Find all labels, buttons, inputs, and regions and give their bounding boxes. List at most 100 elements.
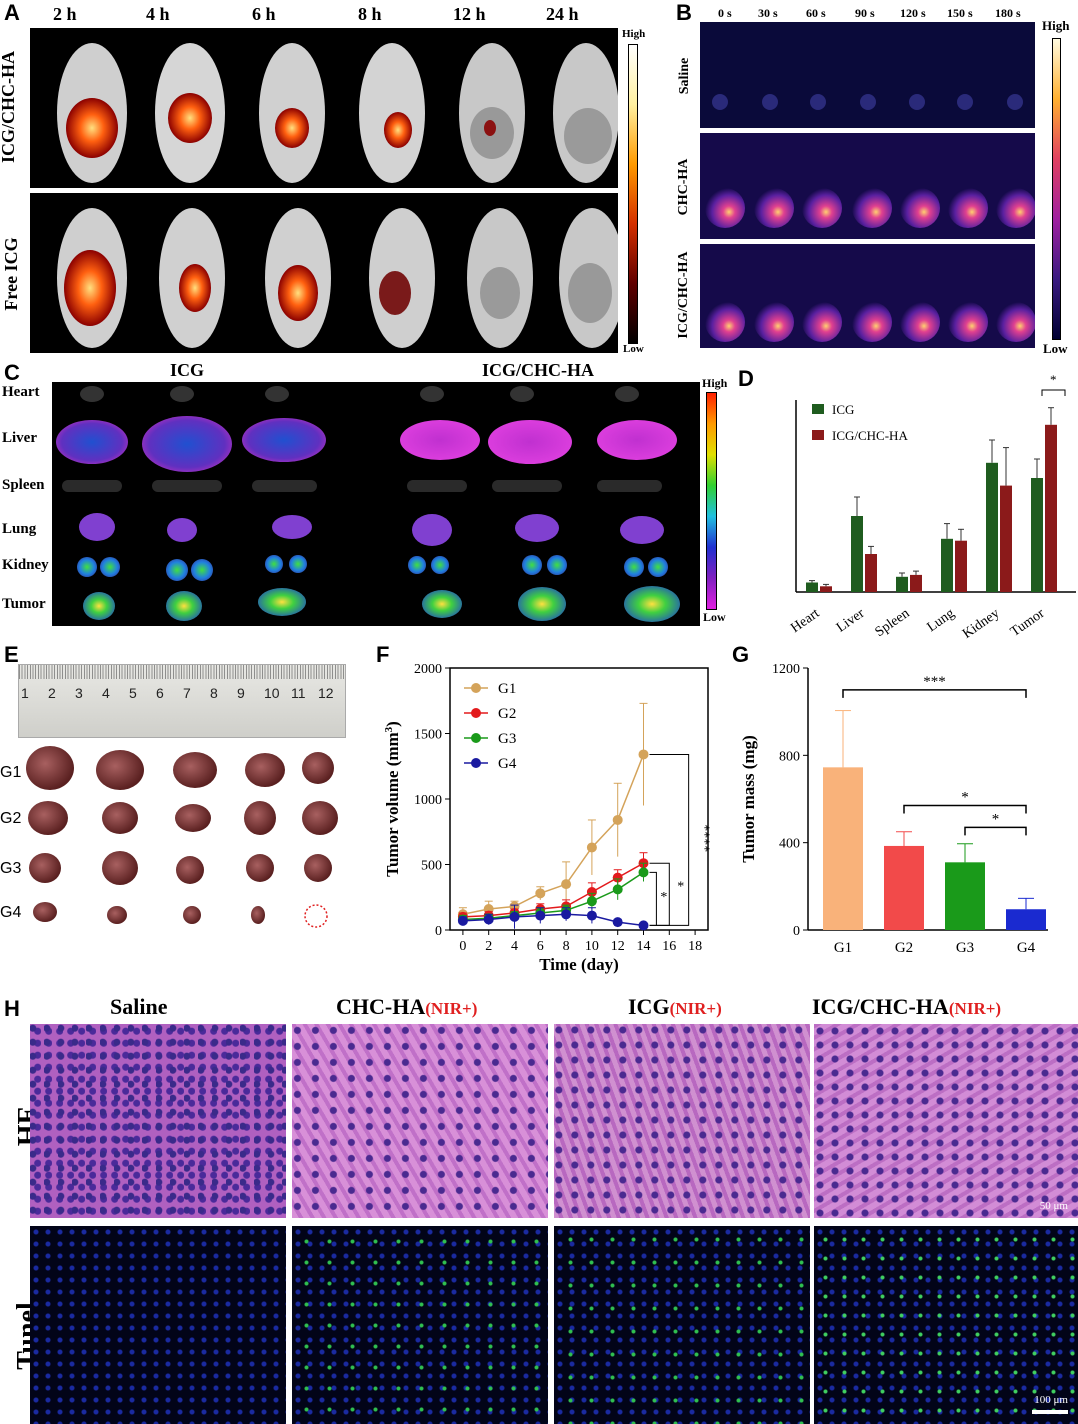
f-data-point	[586, 896, 597, 907]
time-label: 120 s	[900, 6, 926, 20]
ruler-number: 1	[21, 685, 29, 701]
d-bar	[1000, 485, 1012, 592]
g-bar	[884, 845, 924, 930]
group-label: G2	[0, 810, 22, 827]
f-x-tick-label: 10	[585, 939, 599, 954]
f-y-tick-label: 2000	[414, 662, 442, 677]
ruler-number: 11	[291, 685, 306, 701]
scale-bar-label: 50 μm	[1039, 1200, 1068, 1212]
ruler-number: 4	[102, 685, 110, 701]
tunel-image-icg	[554, 1226, 810, 1424]
d-bar	[1031, 478, 1043, 592]
panel-b-label: B	[676, 0, 692, 25]
ruler-number: 5	[129, 685, 137, 701]
chart-d: ICG ICG/CHC-HA * Heart Liver Spleen Lung Kid…	[788, 372, 1076, 642]
legend-swatch-icg-chcha	[812, 430, 824, 440]
g-bar	[823, 767, 863, 930]
f-sig-bracket	[649, 862, 670, 926]
g-sig-bracket	[964, 826, 1027, 836]
mouse	[57, 208, 127, 348]
g-x-tick-label: G1	[834, 940, 852, 956]
f-legend-marker	[471, 708, 481, 718]
f-x-tick-label: 4	[511, 939, 518, 954]
g-significance: *	[992, 811, 1000, 827]
colorbar-high: High	[1042, 18, 1070, 33]
d-significance-bracket	[1041, 389, 1066, 396]
f-data-point	[586, 910, 597, 921]
panel-d-label: D	[738, 366, 754, 391]
he-row: 50 μm	[30, 1024, 1078, 1220]
organ-label: Tumor	[2, 596, 46, 612]
f-data-point	[638, 920, 649, 931]
row-label: Saline	[677, 57, 692, 95]
he-image-saline	[30, 1024, 286, 1218]
row-label: Free ICG	[1, 237, 21, 311]
f-sig-bracket	[649, 871, 657, 926]
g-y-tick-label: 800	[779, 749, 800, 764]
d-bar	[1045, 424, 1057, 592]
f-legend-marker	[471, 733, 481, 743]
d-x-tick-label: Tumor	[1008, 606, 1048, 640]
d-x-tick-label: Lung	[925, 606, 958, 635]
d-x-tick-label: Kidney	[960, 606, 1002, 642]
f-data-point	[535, 888, 546, 899]
colorbar-low: Low	[1043, 341, 1068, 356]
empty-tumor-circle	[304, 904, 328, 928]
g-significance: *	[961, 790, 969, 806]
thermal-row-icg-chcha	[705, 302, 1036, 342]
panel-b-time-header: 0 s 30 s 60 s 90 s 120 s 150 s 180 s	[700, 6, 1045, 26]
g-y-tick-label: 0	[793, 924, 800, 939]
mouse	[259, 43, 325, 183]
panel-c-label: C	[4, 360, 20, 385]
mouse	[155, 43, 225, 183]
legend-icg: ICG	[832, 402, 854, 417]
tumors	[26, 746, 338, 928]
column-label-group: ICG(NIR+)	[628, 994, 722, 1020]
g-x-tick-label: G3	[956, 940, 974, 956]
f-data-point	[561, 909, 572, 920]
mouse	[369, 208, 435, 348]
colorbar-high: High	[702, 376, 728, 390]
panel-b-row-chcha	[700, 133, 1036, 239]
panel-b-row-saline	[700, 22, 1035, 128]
f-data-point	[509, 911, 520, 922]
panel-h-header: Saline CHC-HA(NIR+) ICG(NIR+) ICG/CHC-HA…	[30, 994, 1078, 1024]
d-bar	[986, 462, 998, 592]
f-legend-label: G3	[498, 731, 516, 747]
d-bar	[896, 576, 908, 592]
f-y-tick-label: 0	[435, 924, 442, 939]
f-legend-label: G1	[498, 681, 516, 697]
f-data-point	[457, 915, 468, 926]
d-bar	[865, 554, 877, 592]
time-label: 6 h	[252, 4, 276, 24]
mouse	[265, 208, 331, 348]
mouse	[159, 208, 225, 348]
organ-label: Lung	[2, 521, 37, 537]
time-label: 12 h	[453, 4, 486, 24]
f-y-tick-label: 1500	[414, 728, 442, 743]
f-significance: *	[660, 890, 667, 905]
mouse	[559, 208, 625, 348]
f-x-axis-label: Time (day)	[539, 955, 619, 974]
f-legend-marker	[471, 683, 481, 693]
f-x-tick-label: 0	[459, 939, 466, 954]
panel-a-row1-images	[30, 28, 619, 188]
ruler-number: 2	[48, 685, 56, 701]
colorbar-b	[1052, 38, 1061, 340]
d-bar	[910, 574, 922, 592]
d-bar	[806, 582, 818, 592]
group-label: G4	[0, 904, 22, 921]
chart-f: 0 500 1000 1500 2000 0 2 4 6 8 10 12 14 16 18 Time (day…	[383, 662, 712, 974]
scale-bar-label: 100 μm	[1034, 1394, 1068, 1406]
f-x-tick-label: 8	[563, 939, 570, 954]
ruler-number: 10	[264, 685, 280, 701]
d-x-tick-label: Spleen	[873, 606, 913, 640]
panel-b-row-icg-chcha	[700, 244, 1036, 348]
f-data-point	[638, 749, 649, 760]
column-label: ICG	[628, 994, 670, 1019]
mouse	[359, 43, 425, 183]
he-image-icg-chcha	[814, 1024, 1078, 1218]
f-data-point	[612, 872, 623, 883]
ruler-number: 12	[318, 685, 334, 701]
tunel-row: 100 μm	[30, 1226, 1078, 1424]
